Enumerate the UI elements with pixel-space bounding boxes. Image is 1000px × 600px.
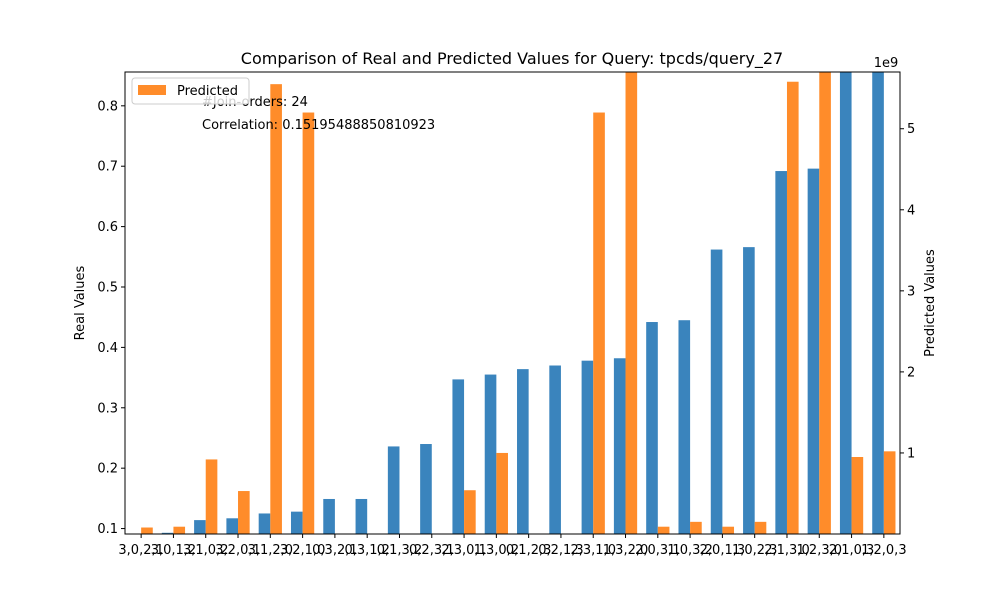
predicted-bar bbox=[141, 527, 153, 534]
real-bars bbox=[161, 72, 884, 535]
x-tick-label: 2,3,0,1 bbox=[441, 543, 486, 558]
x-tick-label: 1,0,3,2 bbox=[667, 543, 712, 558]
real-bar bbox=[678, 320, 691, 534]
left-y-axis-label: Real Values bbox=[73, 265, 88, 340]
x-tick-label: 2,1,3,0 bbox=[764, 543, 809, 558]
predicted-bar bbox=[625, 72, 638, 534]
real-bar bbox=[420, 444, 432, 534]
legend-swatch-predicted bbox=[138, 85, 166, 95]
real-bar bbox=[807, 168, 820, 535]
predicted-bar bbox=[205, 459, 218, 534]
left-y-tick-label: 0.5 bbox=[97, 280, 118, 295]
x-tick-label: 3,0,1,2 bbox=[151, 543, 196, 558]
x-tick-label: 0,2,3,1 bbox=[409, 543, 454, 558]
legend: Predicted bbox=[131, 77, 250, 105]
predicted-bar bbox=[464, 490, 476, 534]
predicted-bar bbox=[238, 491, 250, 534]
x-tick-label: 2,1,0,3 bbox=[829, 543, 874, 558]
left-y-tick-label: 0.8 bbox=[97, 99, 118, 114]
left-y-tick-label: 0.1 bbox=[97, 522, 118, 537]
left-y-tick-label: 0.4 bbox=[97, 341, 118, 356]
real-bar bbox=[517, 369, 529, 534]
right-y-axis: 1 2 3 4 5 bbox=[900, 122, 915, 461]
legend-label-predicted: Predicted bbox=[177, 84, 238, 99]
x-tick-label: 0,1,2,3 bbox=[506, 543, 551, 558]
predicted-bar bbox=[883, 451, 896, 534]
predicted-bar bbox=[173, 526, 186, 534]
real-bar bbox=[839, 72, 852, 534]
left-y-axis: 0.1 0.2 0.3 0.4 0.5 0.6 0.7 0.8 bbox=[97, 99, 125, 537]
x-tick-label: 1,2,3,0 bbox=[797, 543, 842, 558]
x-tick-label: 2,0,3,1 bbox=[635, 543, 680, 558]
x-tick-label: 1,3,2,0 bbox=[603, 543, 648, 558]
x-tick-label: 3,0,2,1 bbox=[118, 543, 163, 558]
x-tick-label: 2,0,1,3 bbox=[700, 543, 745, 558]
left-y-tick-label: 0.7 bbox=[97, 160, 118, 175]
real-bar bbox=[872, 72, 884, 534]
right-axis-offset-label: 1e9 bbox=[874, 56, 899, 71]
x-tick-label: 0,2,1,3 bbox=[538, 543, 583, 558]
x-tick-label: 3,2,0,1 bbox=[215, 543, 260, 558]
predicted-bar bbox=[593, 112, 605, 535]
x-tick-label: 0,1,3,2 bbox=[377, 543, 422, 558]
real-bar bbox=[355, 498, 368, 534]
real-bar bbox=[323, 498, 335, 534]
real-bar bbox=[613, 358, 626, 534]
predicted-bar bbox=[819, 72, 831, 534]
x-tick-label: 1,2,0,3 bbox=[861, 543, 906, 558]
real-bar bbox=[226, 518, 239, 534]
real-bar bbox=[581, 360, 594, 534]
right-y-tick-label: 1 bbox=[907, 446, 915, 461]
right-y-tick-label: 5 bbox=[907, 122, 915, 137]
left-y-tick-label: 0.3 bbox=[97, 401, 118, 416]
real-bar bbox=[194, 520, 206, 534]
x-tick-label: 1,0,2,3 bbox=[732, 543, 777, 558]
real-bar bbox=[290, 511, 303, 534]
predicted-bars bbox=[141, 72, 896, 535]
x-axis: 3,0,2,13,0,1,23,1,0,23,2,0,13,1,2,03,2,1… bbox=[118, 534, 907, 558]
plot-frame bbox=[124, 71, 901, 535]
real-bar bbox=[484, 374, 497, 534]
left-y-tick-label: 0.2 bbox=[97, 462, 118, 477]
predicted-bar bbox=[786, 81, 799, 534]
predicted-bar bbox=[657, 526, 670, 534]
predicted-bar bbox=[754, 521, 767, 534]
predicted-bar bbox=[690, 521, 702, 534]
real-bar bbox=[549, 365, 561, 534]
predicted-bar bbox=[496, 452, 508, 534]
right-y-tick-label: 4 bbox=[907, 203, 915, 218]
real-bar bbox=[452, 379, 465, 534]
predicted-bar bbox=[722, 526, 735, 534]
left-y-tick-label: 0.6 bbox=[97, 220, 118, 235]
predicted-bar bbox=[302, 112, 315, 535]
chart-title: Comparison of Real and Predicted Values … bbox=[241, 49, 783, 69]
right-y-tick-label: 3 bbox=[907, 284, 915, 299]
predicted-bar bbox=[270, 84, 282, 534]
right-y-axis-label: Predicted Values bbox=[923, 249, 938, 357]
real-bar bbox=[161, 532, 174, 534]
real-bar bbox=[743, 247, 755, 534]
real-bar bbox=[387, 446, 400, 534]
x-tick-label: 1,3,0,2 bbox=[474, 543, 519, 558]
right-y-tick-label: 2 bbox=[907, 365, 915, 380]
x-tick-label: 3,1,0,2 bbox=[183, 543, 228, 558]
real-bar bbox=[775, 171, 787, 534]
x-tick-label: 3,1,2,0 bbox=[248, 543, 293, 558]
x-tick-label: 0,3,2,1 bbox=[312, 543, 357, 558]
x-tick-label: 2,3,1,0 bbox=[570, 543, 615, 558]
x-tick-label: 3,2,1,0 bbox=[280, 543, 325, 558]
real-bar bbox=[646, 322, 658, 534]
legend-frame bbox=[131, 77, 250, 105]
x-tick-label: 0,3,1,2 bbox=[344, 543, 389, 558]
real-bar bbox=[258, 513, 271, 534]
predicted-bar bbox=[851, 457, 864, 534]
real-bar bbox=[710, 249, 723, 534]
annotation-correlation: Correlation: 0.15195488850810923 bbox=[202, 118, 435, 133]
